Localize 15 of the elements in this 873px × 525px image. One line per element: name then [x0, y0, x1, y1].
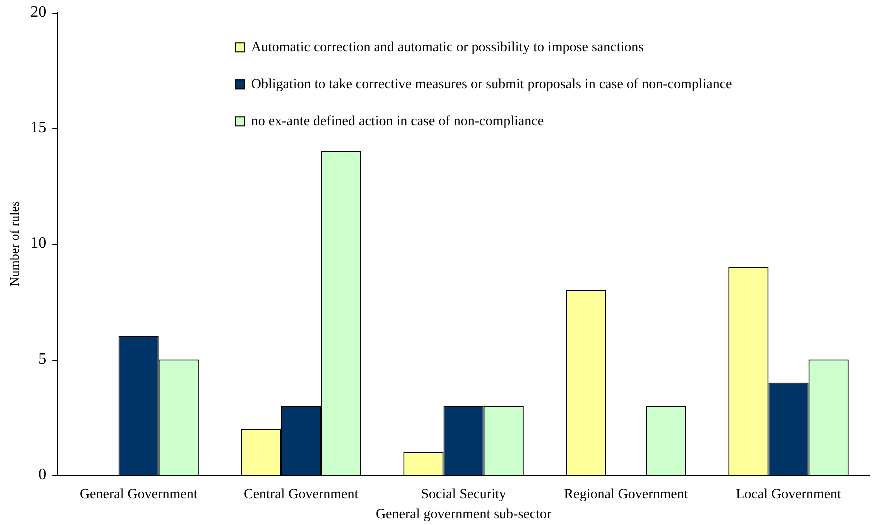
x-tick-label: Regional Government [564, 487, 688, 502]
y-tick-label: 10 [30, 235, 47, 252]
y-tick-label: 20 [30, 4, 47, 21]
legend-label: Automatic correction and automatic or possibility to impose sanctions [251, 40, 644, 56]
x-tick-label: Central Government [244, 487, 359, 502]
legend-label: no ex-ante defined action in case of non-compliance [251, 114, 544, 130]
x-tick-label: Social Security [421, 487, 506, 502]
x-tick-label: Local Government [736, 487, 842, 502]
y-tick-label: 0 [38, 466, 47, 484]
x-axis-title: General government sub-sector [376, 507, 552, 522]
y-tick-label: 15 [30, 120, 47, 137]
y-tick-label: 5 [38, 350, 47, 368]
y-axis-title: Number of rules [7, 201, 22, 287]
legend-label: Obligation to take corrective measures or submit proposals in case of non-compliance [251, 77, 732, 92]
x-tick-label: General Government [80, 487, 198, 502]
